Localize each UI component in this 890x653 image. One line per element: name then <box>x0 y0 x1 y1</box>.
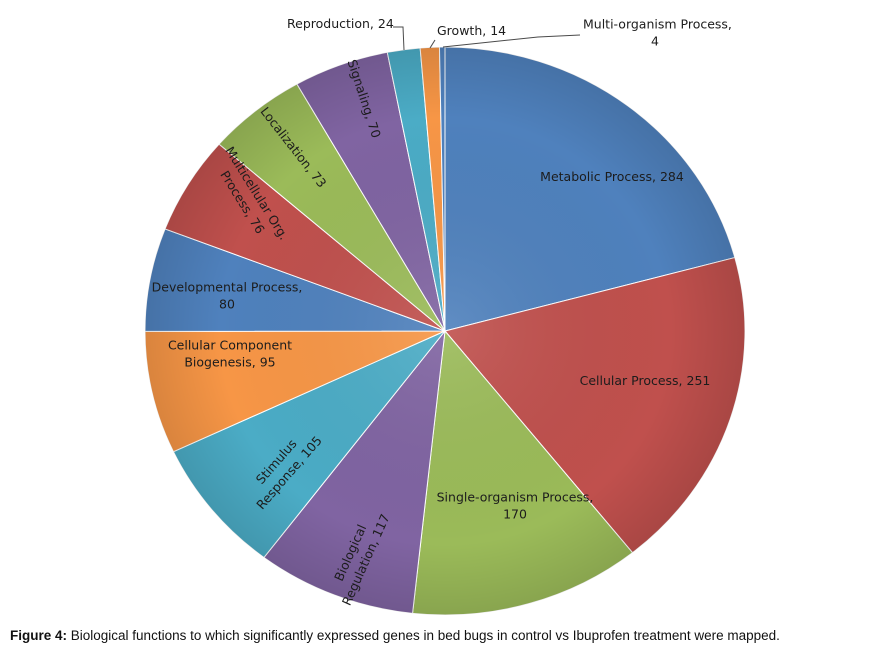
data-label-cellular-component-biogenesis: Cellular Component Biogenesis, 95 <box>168 338 292 370</box>
data-label-multi-organism-process: Multi-organism Process, 4 <box>583 17 732 49</box>
data-label-metabolic-process: Metabolic Process, 284 <box>540 169 684 184</box>
pie-slices <box>144 46 746 616</box>
data-label-single-organism-process: Single-organism Process, 170 <box>437 490 594 522</box>
data-label-developmental-process: Developmental Process, 80 <box>152 280 303 312</box>
figure-caption: Figure 4: Biological functions to which … <box>10 628 885 643</box>
caption-prefix: Figure 4: <box>10 628 68 643</box>
data-label-growth: Growth, 14 <box>437 23 506 38</box>
leader-line-multi-organism-process <box>442 34 581 48</box>
leader-line-reproduction <box>393 26 405 51</box>
data-label-cellular-process: Cellular Process, 251 <box>580 373 711 388</box>
pie-chart: Metabolic Process, 284 Cellular Process, … <box>144 16 746 616</box>
caption-text: Biological functions to which significan… <box>67 628 780 643</box>
data-label-reproduction: Reproduction, 24 <box>287 16 394 31</box>
leader-line-growth <box>429 39 436 49</box>
